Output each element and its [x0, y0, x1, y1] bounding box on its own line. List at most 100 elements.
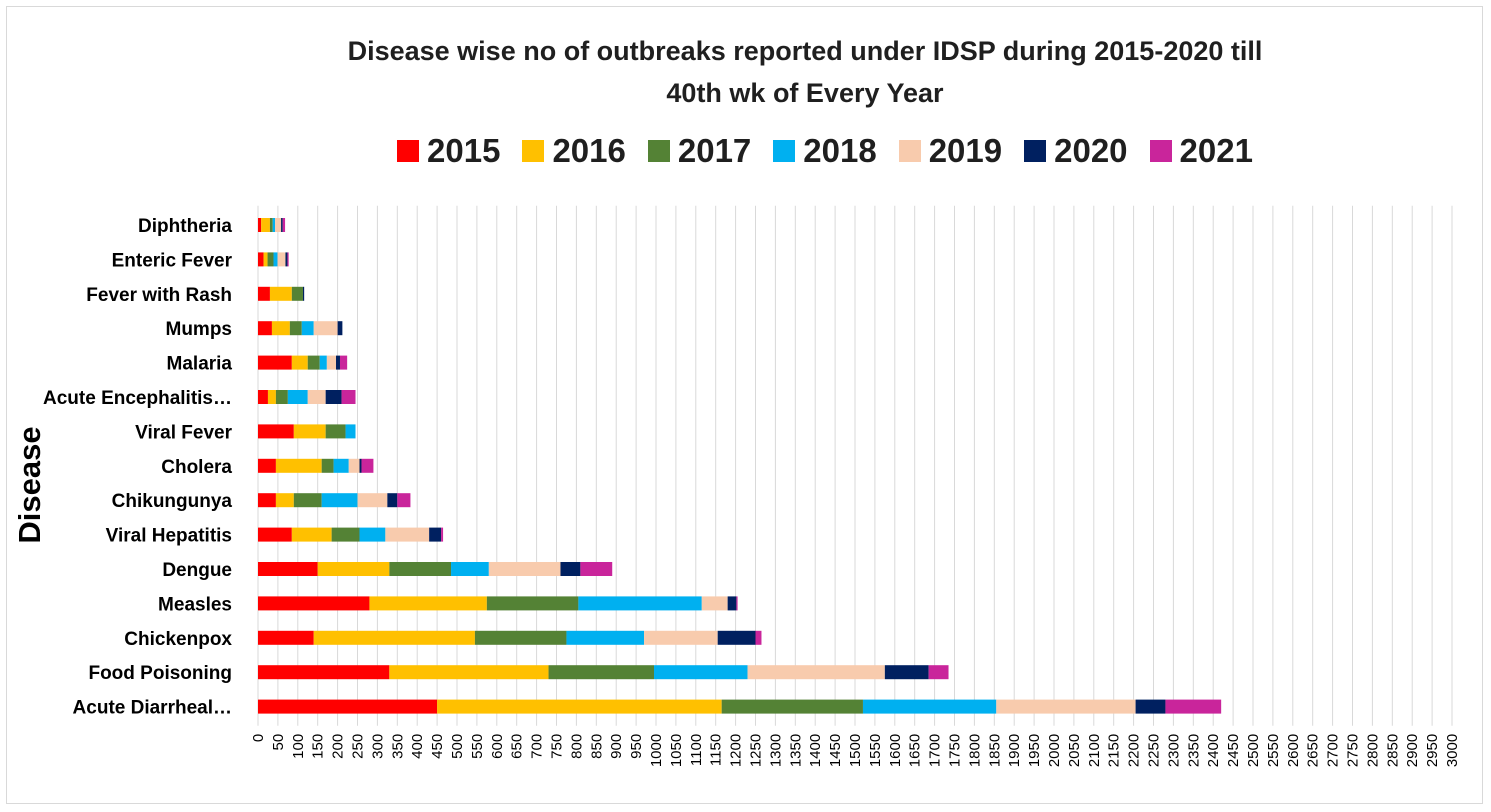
legend-swatch — [898, 140, 921, 162]
bar-segment — [333, 458, 349, 473]
bar-segment — [580, 562, 613, 576]
bar-segment — [701, 596, 728, 611]
y-tick-label: Cholera — [161, 457, 232, 478]
x-tick-label: 750 — [549, 734, 566, 759]
bar-segment — [258, 630, 314, 645]
bar-segment — [644, 630, 718, 645]
bar-segment — [287, 390, 308, 404]
x-tick-label: 1700 — [927, 734, 944, 767]
x-tick-label: 2450 — [1225, 734, 1242, 767]
bar-segment — [548, 665, 655, 680]
bar-segment — [281, 218, 283, 232]
legend-item: 2016 — [522, 132, 626, 170]
bar-segment — [258, 286, 270, 301]
bar-segment — [336, 355, 340, 370]
bar-segment — [488, 562, 561, 576]
x-tick-label: 1150 — [708, 734, 725, 766]
bar-segment — [337, 321, 343, 336]
x-tick-label: 2800 — [1364, 734, 1381, 767]
bar-segment — [301, 321, 314, 336]
x-tick-label: 1500 — [847, 734, 864, 767]
x-tick-label: 2300 — [1165, 734, 1182, 767]
x-tick-label: 950 — [628, 734, 645, 759]
y-tick-label: Fever with Rash — [86, 285, 232, 306]
bar-segment — [258, 390, 268, 404]
legend-item: 2020 — [1024, 132, 1128, 170]
bar-segment — [307, 390, 326, 404]
legend-label: 2017 — [677, 132, 752, 169]
bar-segment — [258, 596, 370, 611]
bar-segment — [451, 562, 489, 576]
bar-segment — [654, 665, 748, 680]
x-tick-label: 1950 — [1026, 734, 1043, 767]
bar-segment — [275, 218, 282, 232]
bar-segment — [275, 390, 288, 404]
y-tick-label: Malaria — [167, 354, 233, 375]
x-tick-label: 2000 — [1046, 734, 1063, 767]
bar-segment — [326, 355, 337, 370]
x-tick-label: 2600 — [1285, 734, 1302, 767]
y-tick-label: Enteric Fever — [112, 250, 233, 271]
y-tick-label: Diphtheria — [138, 216, 232, 237]
bar-segment — [361, 458, 374, 473]
x-tick-label: 700 — [529, 734, 546, 759]
x-tick-label: 400 — [409, 734, 426, 759]
legend-swatch — [522, 140, 545, 162]
bar-segment — [271, 321, 290, 336]
x-tick-label: 2550 — [1265, 734, 1282, 767]
x-tick-label: 2950 — [1424, 734, 1441, 767]
legend-label: 2019 — [928, 132, 1003, 169]
bar-segment — [293, 493, 322, 508]
x-tick-label: 1900 — [1006, 734, 1023, 767]
x-tick-label: 2050 — [1066, 734, 1083, 767]
bar-segment — [339, 355, 348, 370]
x-tick-label: 100 — [290, 734, 307, 759]
bar-segment — [727, 596, 737, 611]
bar-segment — [273, 252, 278, 267]
y-tick-label: Chikungunya — [112, 491, 233, 512]
x-tick-label: 650 — [509, 734, 526, 759]
x-tick-label: 1650 — [907, 734, 924, 767]
x-tick-label: 250 — [350, 734, 367, 759]
bar-segment — [321, 493, 358, 508]
bar-segment — [269, 286, 292, 301]
bar-segment — [258, 424, 294, 439]
legend-label: 2021 — [1179, 132, 1253, 169]
bar-segment — [269, 218, 273, 232]
x-tick-label: 2250 — [1146, 734, 1163, 767]
bar-segment — [884, 665, 929, 680]
bar-segment — [302, 286, 305, 301]
bar-segment — [258, 252, 264, 267]
x-tick-label: 1400 — [807, 734, 824, 767]
bar-segment — [566, 630, 645, 645]
bar-segment — [429, 527, 442, 542]
y-tick-label: Viral Fever — [135, 422, 232, 443]
x-tick-label: 1800 — [966, 734, 983, 767]
legend-item: 2017 — [647, 132, 752, 170]
y-tick-label: Chickenpox — [124, 629, 232, 650]
x-tick-label: 300 — [369, 734, 386, 759]
bar-segment — [267, 390, 276, 404]
x-tick-label: 2650 — [1305, 734, 1322, 767]
bar-segment — [293, 424, 326, 439]
legend-swatch — [647, 140, 670, 162]
bar-segment — [313, 630, 475, 645]
bar-segment — [267, 252, 274, 267]
x-tick-label: 1550 — [867, 734, 884, 767]
bar-segment — [928, 665, 949, 680]
bar-segment — [291, 286, 303, 301]
legend-item: 2021 — [1149, 132, 1253, 170]
x-tick-label: 850 — [588, 734, 605, 759]
bar-segment — [275, 493, 294, 508]
y-tick-label: Measles — [158, 594, 232, 615]
legend-label: 2018 — [803, 132, 877, 169]
x-tick-label: 1450 — [827, 734, 844, 767]
bar-segment — [275, 458, 322, 473]
bar-segment — [321, 458, 334, 473]
bar-segment — [277, 252, 286, 267]
y-tick-label: Viral Hepatitis — [106, 526, 232, 547]
legend-item: 2018 — [773, 132, 877, 170]
bar-segment — [261, 218, 270, 232]
legend-swatch — [397, 140, 420, 162]
